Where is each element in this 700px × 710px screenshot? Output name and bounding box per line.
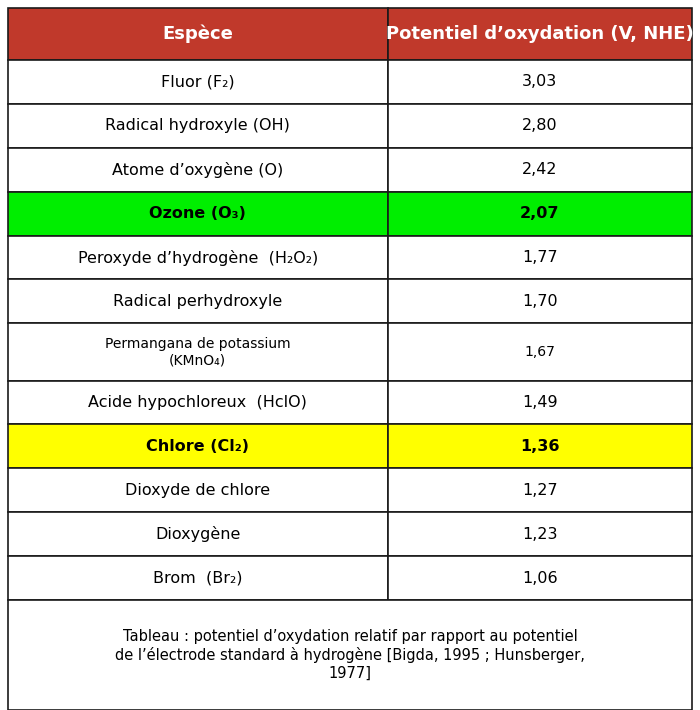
Text: 1,23: 1,23 <box>522 527 558 542</box>
Bar <box>8 512 388 556</box>
Text: 3,03: 3,03 <box>522 75 557 89</box>
Text: Atome d’oxygène (O): Atome d’oxygène (O) <box>112 162 284 178</box>
Bar <box>8 236 388 280</box>
Text: Chlore (Cl₂): Chlore (Cl₂) <box>146 439 249 454</box>
Bar <box>8 469 388 512</box>
Bar <box>8 600 692 710</box>
Text: Dioxygène: Dioxygène <box>155 526 241 542</box>
Text: Fluor (F₂): Fluor (F₂) <box>161 75 234 89</box>
Text: Ozone (O₃): Ozone (O₃) <box>149 206 246 221</box>
Bar <box>388 192 692 236</box>
Text: Espèce: Espèce <box>162 25 233 43</box>
Bar <box>8 60 388 104</box>
Text: 2,80: 2,80 <box>522 119 558 133</box>
Bar <box>388 280 692 323</box>
Text: 1,36: 1,36 <box>520 439 559 454</box>
Bar <box>8 425 388 469</box>
Bar <box>8 192 388 236</box>
Bar <box>8 280 388 323</box>
Bar <box>388 323 692 381</box>
Text: Acide hypochloreux  (HclO): Acide hypochloreux (HclO) <box>88 395 307 410</box>
Text: 1,27: 1,27 <box>522 483 558 498</box>
Text: 1,06: 1,06 <box>522 571 558 586</box>
Text: 2,07: 2,07 <box>520 206 559 221</box>
Bar <box>388 236 692 280</box>
Text: Dioxyde de chlore: Dioxyde de chlore <box>125 483 270 498</box>
Text: Peroxyde d’hydrogène  (H₂O₂): Peroxyde d’hydrogène (H₂O₂) <box>78 249 318 266</box>
Bar <box>388 148 692 192</box>
Text: Brom  (Br₂): Brom (Br₂) <box>153 571 243 586</box>
Bar <box>388 425 692 469</box>
Bar <box>8 148 388 192</box>
Bar <box>388 512 692 556</box>
Text: 1,49: 1,49 <box>522 395 558 410</box>
Bar <box>388 469 692 512</box>
Bar <box>388 556 692 600</box>
Bar <box>388 60 692 104</box>
Text: Tableau : potentiel d’oxydation relatif par rapport au potentiel
de l’électrode : Tableau : potentiel d’oxydation relatif … <box>115 630 585 680</box>
Bar <box>388 8 692 60</box>
Bar <box>388 381 692 425</box>
Text: 1,70: 1,70 <box>522 294 558 309</box>
Bar <box>8 381 388 425</box>
Bar <box>8 104 388 148</box>
Text: 1,77: 1,77 <box>522 250 558 265</box>
Bar <box>8 323 388 381</box>
Text: 1,67: 1,67 <box>524 345 555 359</box>
Text: Potentiel d’oxydation (V, NHE): Potentiel d’oxydation (V, NHE) <box>386 25 694 43</box>
Bar <box>388 104 692 148</box>
Text: Radical hydroxyle (OH): Radical hydroxyle (OH) <box>106 119 290 133</box>
Text: 2,42: 2,42 <box>522 163 558 178</box>
Text: Permangana de potassium
(KMnO₄): Permangana de potassium (KMnO₄) <box>105 337 290 367</box>
Bar <box>8 556 388 600</box>
Bar <box>8 8 388 60</box>
Text: Radical perhydroxyle: Radical perhydroxyle <box>113 294 282 309</box>
